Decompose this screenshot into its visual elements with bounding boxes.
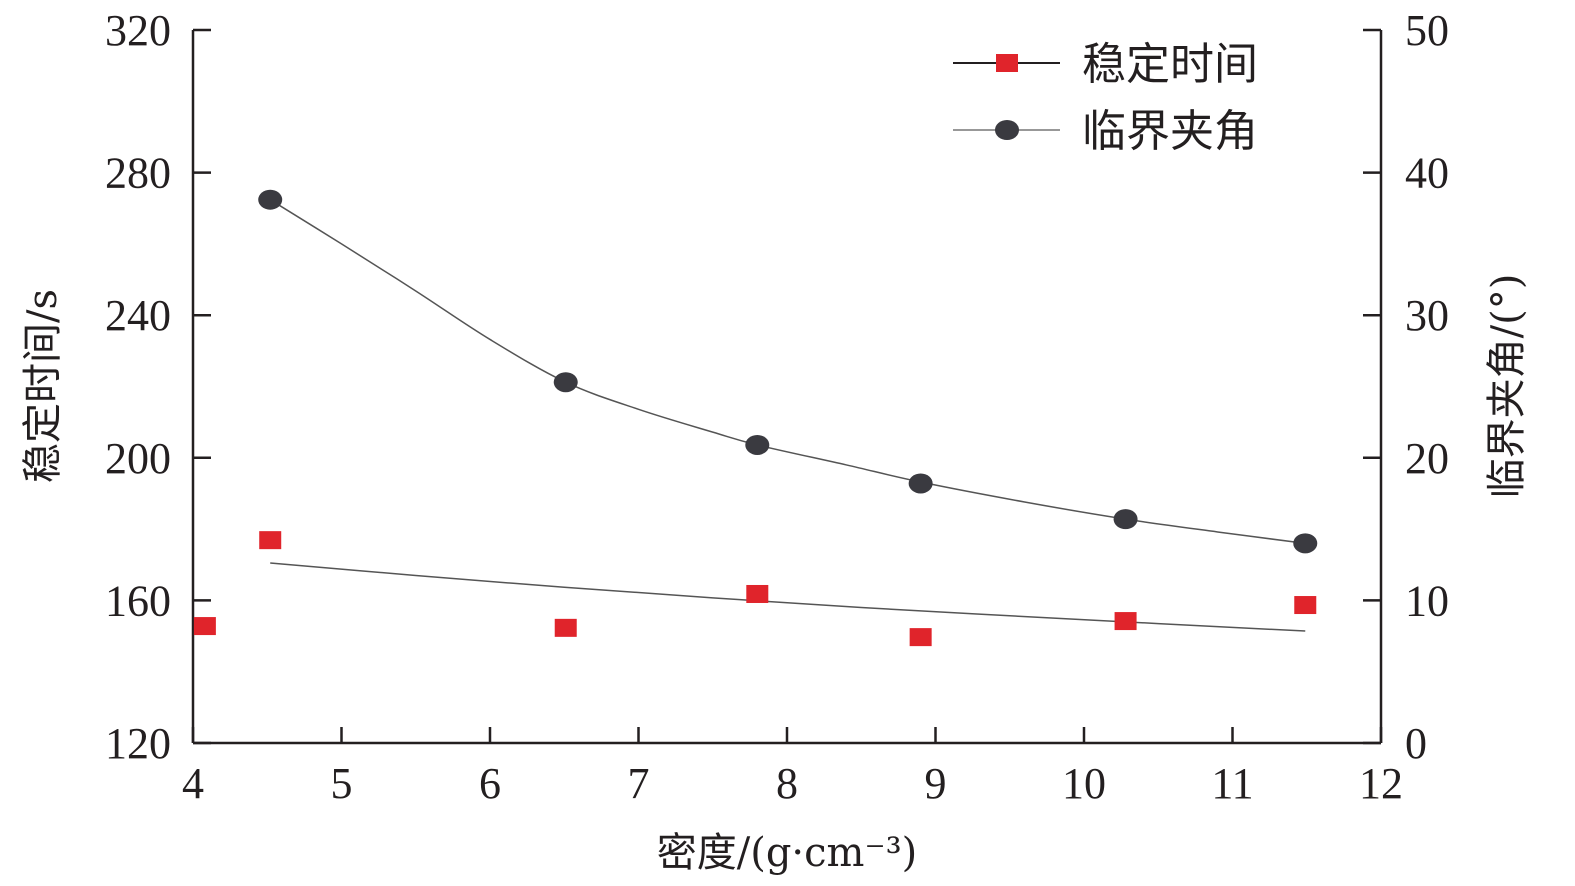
data-point-square bbox=[259, 531, 282, 550]
fit-line-square bbox=[270, 562, 1306, 632]
data-point-square bbox=[909, 628, 932, 647]
data-point-circle bbox=[1293, 533, 1318, 554]
x-tick-label: 4 bbox=[182, 759, 204, 808]
x-tick-label: 10 bbox=[1062, 759, 1106, 808]
y2-axis-title: 临界夹角/(°) bbox=[1484, 274, 1530, 499]
data-point-circle bbox=[745, 434, 770, 455]
y-tick-label: 280 bbox=[105, 149, 171, 198]
fit-line-circle bbox=[269, 199, 1306, 545]
legend-square-marker bbox=[996, 54, 1018, 72]
x-tick-label: 9 bbox=[925, 759, 947, 808]
x-tick-label: 11 bbox=[1211, 759, 1253, 808]
y2-tick-label: 40 bbox=[1405, 149, 1449, 198]
data-point-square bbox=[193, 617, 216, 636]
y2-tick-label: 10 bbox=[1405, 576, 1449, 625]
legend-label: 稳定时间 bbox=[1082, 39, 1258, 90]
y-axis-title: 稳定时间/s bbox=[20, 289, 66, 483]
y-tick-label: 240 bbox=[105, 291, 171, 340]
y2-tick-label: 0 bbox=[1405, 719, 1427, 768]
axes: 4 5 6 7 8 9 10 11 12 120 160 200 240 280 320 0 10 20 30 40 5… bbox=[105, 6, 1449, 808]
x-tick-label: 8 bbox=[776, 759, 798, 808]
data-point-circle bbox=[553, 372, 578, 393]
data-point-circle bbox=[908, 473, 933, 494]
x-tick-label: 5 bbox=[331, 759, 353, 808]
y-tick-label: 160 bbox=[105, 576, 171, 625]
y2-tick-label: 20 bbox=[1405, 434, 1449, 483]
y2-tick-label: 50 bbox=[1405, 6, 1449, 55]
data-point-circle bbox=[1113, 509, 1138, 530]
legend-label: 临界夹角 bbox=[1082, 106, 1258, 157]
data-marks bbox=[193, 189, 1318, 647]
legend-circle-marker bbox=[995, 120, 1019, 140]
y-tick-label: 200 bbox=[105, 434, 171, 483]
fit-lines bbox=[269, 199, 1306, 632]
data-point-square bbox=[554, 618, 577, 637]
data-point-square bbox=[1114, 612, 1137, 631]
data-point-square bbox=[746, 584, 769, 603]
x-axis-title: 密度/(g·cm⁻³) bbox=[657, 830, 918, 876]
y-tick-label: 320 bbox=[105, 6, 171, 55]
x-tick-label: 12 bbox=[1359, 759, 1403, 808]
data-point-circle bbox=[258, 189, 283, 210]
x-tick-label: 7 bbox=[628, 759, 650, 808]
y2-tick-label: 30 bbox=[1405, 291, 1449, 340]
y-tick-label: 120 bbox=[105, 719, 171, 768]
x-tick-label: 6 bbox=[479, 759, 501, 808]
data-point-square bbox=[1294, 596, 1317, 615]
